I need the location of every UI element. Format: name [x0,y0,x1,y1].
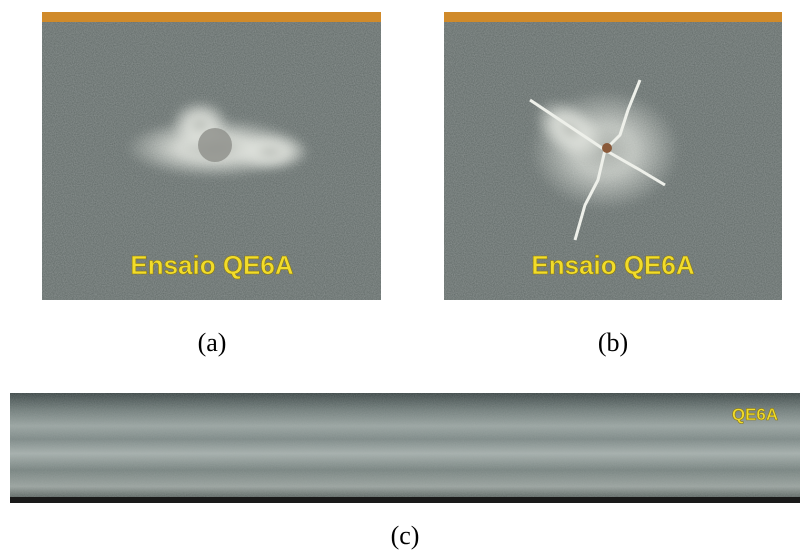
photo-texture [10,393,800,503]
panel-label: (b) [598,328,628,357]
figure: Ensaio QE6A (a) Ensaio QE6A (b) QE6A (c) [0,0,810,555]
panel-b: Ensaio QE6A [444,12,782,300]
impact [602,143,612,153]
panel-label: (c) [391,521,420,550]
impact [198,128,232,162]
overlay-text: QE6A [732,405,778,424]
overlay-text: Ensaio QE6A [531,250,694,280]
edge [10,497,800,503]
page: Ensaio QE6A (a) Ensaio QE6A (b) QE6A (c)… [0,0,810,555]
overlay-text: Ensaio QE6A [130,250,293,280]
panel-c: QE6A [10,393,800,503]
panel-label: (a) [198,328,227,357]
panel-a: Ensaio QE6A [42,12,381,300]
ruler [42,12,381,22]
ruler [444,12,782,22]
